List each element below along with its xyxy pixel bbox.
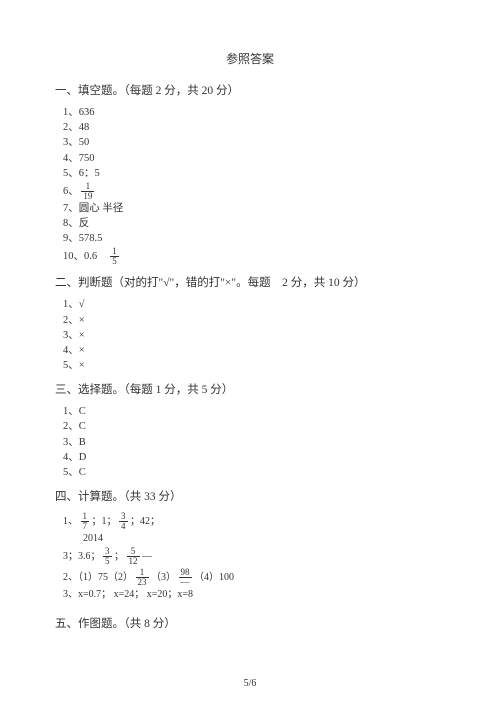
answer-item: 2、48 (63, 121, 445, 135)
section4-heading: 四、计算题。（共 33 分） (55, 488, 445, 504)
text: — (142, 551, 152, 562)
denominator: 5 (103, 557, 112, 566)
fraction: 98 — (179, 568, 192, 587)
answer-item: 5、C (63, 466, 445, 480)
answer-item: 3、B (63, 436, 445, 450)
text: ；42； (130, 516, 160, 527)
denominator: 19 (81, 192, 94, 201)
denominator: — (179, 578, 192, 587)
denominator: 23 (136, 578, 149, 587)
denominator: 12 (127, 557, 140, 566)
answer-item: 2、C (63, 420, 445, 434)
denominator: 4 (119, 522, 128, 531)
denominator: 5 (110, 257, 119, 266)
text: ；1； (92, 516, 117, 527)
answer-item: 9、578.5 (63, 232, 445, 246)
text: 3；3.6； (63, 551, 101, 562)
page-title: 参照答案 (55, 50, 445, 67)
fraction: 3 4 (119, 512, 128, 531)
calc-line: 1、 1 7 ；1； 3 4 ；42； (63, 512, 445, 531)
answer-item: 6、 1 19 (63, 182, 445, 201)
answer-item: 5、× (63, 359, 445, 373)
text: 2、（1）75（2） (63, 572, 133, 583)
answer-item: 4、× (63, 344, 445, 358)
answer-item: 1、√ (63, 298, 445, 312)
answer-item: 7、圆心 半径 (63, 202, 445, 216)
text: （3） (151, 572, 176, 583)
text: 1、 (63, 516, 78, 527)
section3-heading: 三、选择题。（每题 1 分，共 5 分） (55, 381, 445, 397)
fraction: 1 19 (81, 182, 94, 201)
answer-item: 1、C (63, 405, 445, 419)
section5-heading: 五、作图题。（共 8 分） (55, 615, 445, 631)
answer-item: 3、× (63, 329, 445, 343)
page-number: 5/6 (0, 678, 500, 689)
answer-item: 2、× (63, 314, 445, 328)
item-prefix: 6、 (63, 186, 79, 197)
calc-line: 3；3.6； 3 5 ； 5 12 — (63, 547, 445, 566)
answer-item: 1、636 (63, 106, 445, 120)
denominator: 7 (81, 522, 90, 531)
text: ； (114, 551, 124, 562)
calc-line: 2、（1）75（2） 1 23 （3） 98 — （4）100 (63, 568, 445, 587)
answer-item: 10、0.6 1 5 (63, 247, 445, 266)
calc-line: 2014 (63, 533, 445, 545)
item-prefix: 10、0.6 (63, 251, 97, 262)
answer-item: 4、D (63, 451, 445, 465)
fraction: 5 12 (127, 547, 140, 566)
fraction: 3 5 (103, 547, 112, 566)
answer-item: 8、反 (63, 217, 445, 231)
answer-item: 3、50 (63, 136, 445, 150)
section1-heading: 一、填空题。（每题 2 分，共 20 分） (55, 82, 445, 98)
answer-item: 4、750 (63, 152, 445, 166)
text: （4）100 (194, 572, 234, 583)
fraction: 1 5 (110, 247, 119, 266)
answer-item: 5、6：5 (63, 167, 445, 181)
fraction: 1 23 (136, 568, 149, 587)
fraction: 1 7 (81, 512, 90, 531)
calc-line: 3、x=0.7； x=24； x=20；x=8 (63, 589, 445, 601)
section2-heading: 二、判断题（对的打"√"，错的打"×"。每题 2 分，共 10 分） (55, 274, 445, 290)
